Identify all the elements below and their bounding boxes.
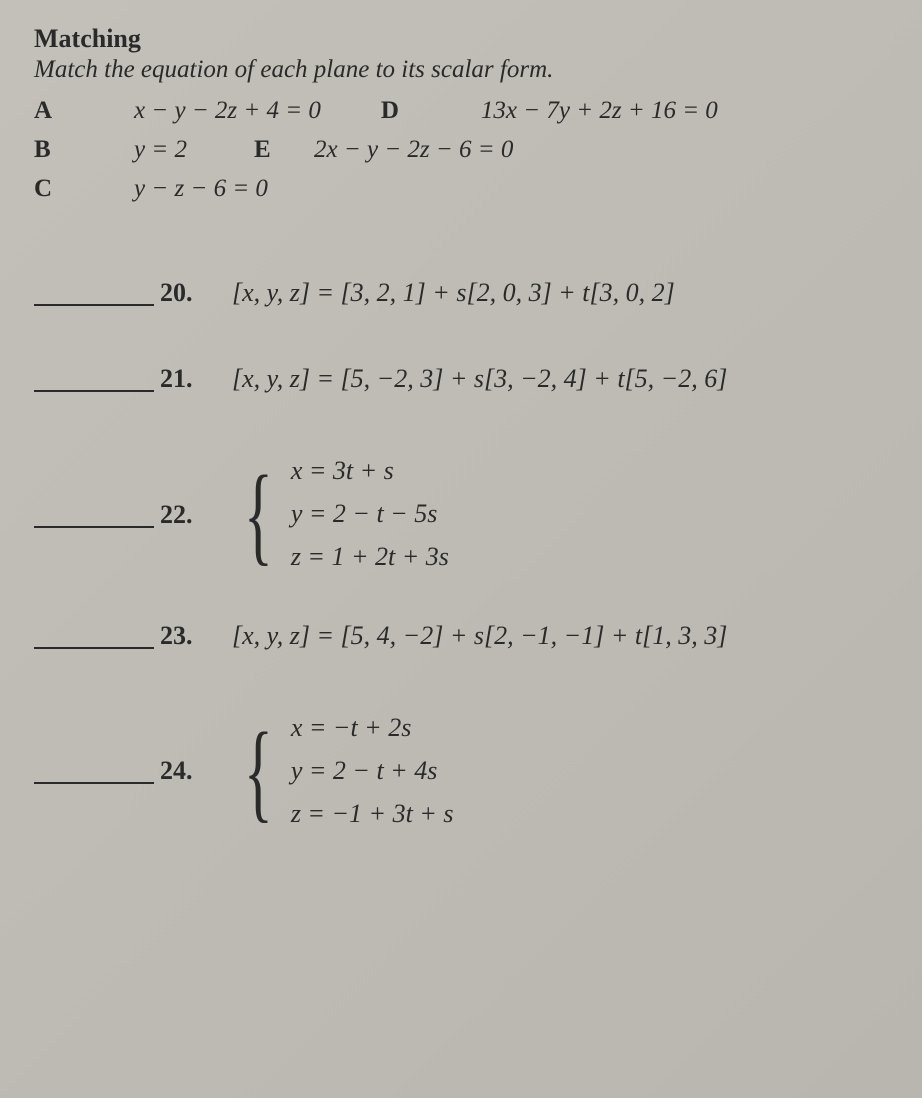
choice-row-1: A x − y − 2z + 4 = 0 D 13x − 7y + 2z + 1… — [34, 92, 888, 131]
problem-24: 24. { x = −t + 2s y = 2 − t + 4s z = −1 … — [34, 707, 888, 836]
choice-label-a: A — [34, 92, 134, 131]
choice-eq-c: y − z − 6 = 0 — [134, 170, 268, 209]
choice-label-d: D — [381, 92, 481, 131]
problems-list: 20. [x, y, z] = [3, 2, 1] + s[2, 0, 3] +… — [34, 278, 888, 835]
left-brace-icon: { — [244, 468, 273, 562]
choice-eq-d: 13x − 7y + 2z + 16 = 0 — [481, 92, 718, 131]
system-line: y = 2 − t − 5s — [291, 493, 449, 536]
problem-equation-system: { x = −t + 2s y = 2 − t + 4s z = −1 + 3t… — [232, 707, 453, 836]
choice-label-c: C — [34, 170, 134, 209]
choice-row-3: C y − z − 6 = 0 — [34, 170, 888, 209]
problem-22: 22. { x = 3t + s y = 2 − t − 5s z = 1 + … — [34, 450, 888, 579]
choice-row-2: B y = 2 E 2x − y − 2z − 6 = 0 — [34, 131, 888, 170]
system-line: z = 1 + 2t + 3s — [291, 536, 449, 579]
choice-label-e: E — [254, 131, 314, 170]
problem-20: 20. [x, y, z] = [3, 2, 1] + s[2, 0, 3] +… — [34, 278, 888, 308]
answer-blank[interactable] — [34, 502, 154, 528]
choice-eq-b: y = 2 — [134, 131, 254, 170]
problem-number: 23. — [160, 621, 232, 651]
problem-number: 21. — [160, 364, 232, 394]
problem-equation: [x, y, z] = [5, 4, −2] + s[2, −1, −1] + … — [232, 621, 727, 651]
answer-choices: A x − y − 2z + 4 = 0 D 13x − 7y + 2z + 1… — [34, 92, 888, 208]
system-line: y = 2 − t + 4s — [291, 750, 454, 793]
section-heading: Matching — [34, 24, 888, 54]
problem-number: 22. — [160, 500, 232, 530]
choice-label-b: B — [34, 131, 134, 170]
section-subheading: Match the equation of each plane to its … — [34, 56, 888, 84]
problem-equation-system: { x = 3t + s y = 2 − t − 5s z = 1 + 2t +… — [232, 450, 449, 579]
problem-number: 24. — [160, 756, 232, 786]
problem-number: 20. — [160, 278, 232, 308]
choice-eq-a: x − y − 2z + 4 = 0 — [134, 92, 321, 131]
system-line: z = −1 + 3t + s — [291, 793, 454, 836]
answer-blank[interactable] — [34, 623, 154, 649]
problem-23: 23. [x, y, z] = [5, 4, −2] + s[2, −1, −1… — [34, 621, 888, 651]
choice-eq-e: 2x − y − 2z − 6 = 0 — [314, 131, 513, 170]
problem-equation: [x, y, z] = [5, −2, 3] + s[3, −2, 4] + t… — [232, 364, 727, 394]
left-brace-icon: { — [244, 725, 273, 819]
system-line: x = −t + 2s — [291, 707, 454, 750]
system-line: x = 3t + s — [291, 450, 449, 493]
problem-equation: [x, y, z] = [3, 2, 1] + s[2, 0, 3] + t[3… — [232, 278, 675, 308]
problem-21: 21. [x, y, z] = [5, −2, 3] + s[3, −2, 4]… — [34, 364, 888, 394]
answer-blank[interactable] — [34, 758, 154, 784]
answer-blank[interactable] — [34, 366, 154, 392]
answer-blank[interactable] — [34, 280, 154, 306]
